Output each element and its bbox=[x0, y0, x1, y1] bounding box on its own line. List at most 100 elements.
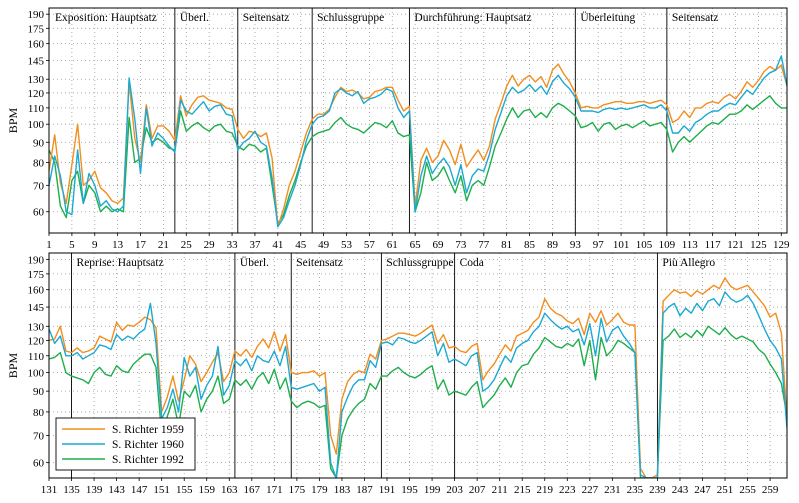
x-tick-label: 243 bbox=[672, 484, 689, 496]
x-tick-label: 17 bbox=[135, 239, 147, 251]
x-tick-label: 109 bbox=[659, 239, 676, 251]
panel-1: Exposition: Hauptsatz Überl. Seitensatz Sch… bbox=[6, 7, 790, 251]
y-tick-label: 160 bbox=[28, 39, 45, 51]
y-axis-label: BPM bbox=[6, 108, 20, 134]
y-tick-label: 70 bbox=[33, 180, 45, 192]
y-tick-label: 130 bbox=[28, 74, 45, 86]
series-line-s-richter-1960 bbox=[49, 55, 787, 228]
y-tick-label: 175 bbox=[28, 23, 45, 35]
x-tick-label: 143 bbox=[108, 484, 125, 496]
y-tick-label: 80 bbox=[33, 157, 45, 169]
series-line-s-richter-1992 bbox=[49, 95, 787, 225]
section-label: Seitensatz bbox=[672, 12, 719, 24]
x-tick-label: 199 bbox=[424, 484, 441, 496]
x-tick-label: 13 bbox=[112, 239, 124, 251]
y-tick-label: 60 bbox=[33, 207, 45, 219]
section-label: Exposition: Hauptsatz bbox=[55, 12, 157, 24]
y-tick-label: 130 bbox=[28, 321, 45, 333]
x-tick-label: 49 bbox=[318, 239, 330, 251]
x-tick-label: 259 bbox=[762, 484, 779, 496]
x-tick-label: 139 bbox=[86, 484, 103, 496]
y-tick-label: 145 bbox=[28, 302, 45, 314]
x-tick-label: 69 bbox=[433, 239, 445, 251]
y-tick-label: 160 bbox=[28, 285, 45, 297]
x-tick-label: 187 bbox=[356, 484, 373, 496]
y-tick-label: 60 bbox=[33, 458, 45, 470]
series-line-s-richter-1992 bbox=[49, 325, 787, 478]
x-tick-label: 41 bbox=[272, 239, 283, 251]
x-tick-label: 231 bbox=[604, 484, 621, 496]
y-tick-label: 120 bbox=[28, 88, 45, 100]
x-tick-label: 65 bbox=[410, 239, 422, 251]
x-tick-label: 57 bbox=[364, 239, 376, 251]
x-tick-label: 175 bbox=[289, 484, 306, 496]
x-tick-label: 5 bbox=[69, 239, 75, 251]
y-tick-label: 110 bbox=[28, 103, 45, 115]
x-tick-label: 29 bbox=[204, 239, 216, 251]
x-tick-label: 129 bbox=[773, 239, 790, 251]
x-tick-label: 97 bbox=[593, 239, 605, 251]
x-tick-label: 37 bbox=[249, 239, 261, 251]
legend-label: S. Richter 1960 bbox=[112, 439, 184, 451]
x-tick-label: 105 bbox=[636, 239, 653, 251]
x-tick-label: 25 bbox=[181, 239, 193, 251]
series-line-s-richter-1959 bbox=[49, 277, 787, 478]
y-tick-label: 80 bbox=[33, 407, 45, 419]
y-tick-label: 100 bbox=[28, 119, 45, 131]
y-tick-label: 190 bbox=[28, 9, 45, 21]
x-tick-label: 219 bbox=[537, 484, 554, 496]
x-tick-label: 179 bbox=[311, 484, 328, 496]
y-tick-label: 110 bbox=[28, 351, 45, 363]
y-tick-label: 90 bbox=[33, 137, 45, 149]
x-tick-label: 85 bbox=[524, 239, 536, 251]
x-tick-label: 73 bbox=[455, 239, 467, 251]
x-tick-label: 147 bbox=[131, 484, 148, 496]
x-tick-label: 183 bbox=[334, 484, 351, 496]
legend-label: S. Richter 1992 bbox=[112, 454, 184, 466]
x-tick-label: 251 bbox=[717, 484, 734, 496]
x-tick-label: 113 bbox=[682, 239, 699, 251]
section-label: Schlussgruppe bbox=[317, 12, 384, 24]
x-tick-label: 9 bbox=[92, 239, 98, 251]
x-tick-label: 239 bbox=[649, 484, 666, 496]
x-tick-label: 171 bbox=[266, 484, 283, 496]
x-tick-label: 247 bbox=[694, 484, 711, 496]
x-tick-label: 125 bbox=[750, 239, 767, 251]
x-tick-label: 77 bbox=[478, 239, 490, 251]
x-tick-label: 117 bbox=[705, 239, 722, 251]
x-tick-label: 131 bbox=[41, 484, 58, 496]
series-line-s-richter-1960 bbox=[49, 291, 787, 478]
y-tick-label: 190 bbox=[28, 254, 45, 266]
y-tick-label: 90 bbox=[33, 386, 45, 398]
section-label: Schlussgruppe bbox=[386, 257, 453, 269]
y-tick-label: 100 bbox=[28, 368, 45, 380]
y-tick-label: 145 bbox=[28, 56, 45, 68]
panel-2: Reprise: Hauptsatz Überl. Seitensatz Schlus… bbox=[6, 252, 788, 496]
section-label: Coda bbox=[460, 257, 484, 269]
section-label: Più Allegro bbox=[662, 257, 715, 269]
y-tick-label: 120 bbox=[28, 335, 45, 347]
x-tick-label: 215 bbox=[514, 484, 531, 496]
x-tick-label: 207 bbox=[469, 484, 486, 496]
series-line-s-richter-1959 bbox=[49, 63, 787, 228]
x-tick-label: 61 bbox=[387, 239, 398, 251]
section-label: Überl. bbox=[240, 255, 269, 269]
section-label: Überl. bbox=[180, 10, 209, 24]
x-tick-label: 191 bbox=[379, 484, 396, 496]
section-label: Seitensatz bbox=[243, 12, 290, 24]
section-label: Reprise: Hauptsatz bbox=[77, 257, 164, 269]
x-tick-label: 135 bbox=[63, 484, 80, 496]
x-tick-label: 21 bbox=[158, 239, 169, 251]
x-tick-label: 195 bbox=[401, 484, 418, 496]
plot-frame bbox=[48, 252, 788, 479]
x-tick-label: 211 bbox=[492, 484, 508, 496]
section-label: Seitensatz bbox=[296, 257, 343, 269]
y-tick-label: 70 bbox=[33, 430, 45, 442]
x-tick-label: 53 bbox=[341, 239, 353, 251]
x-tick-label: 255 bbox=[739, 484, 756, 496]
legend: S. Richter 1959 S. Richter 1960 S. Richter… bbox=[55, 417, 196, 471]
x-tick-label: 235 bbox=[627, 484, 644, 496]
x-tick-label: 1 bbox=[46, 239, 52, 251]
x-tick-label: 33 bbox=[227, 239, 239, 251]
x-tick-label: 101 bbox=[613, 239, 630, 251]
